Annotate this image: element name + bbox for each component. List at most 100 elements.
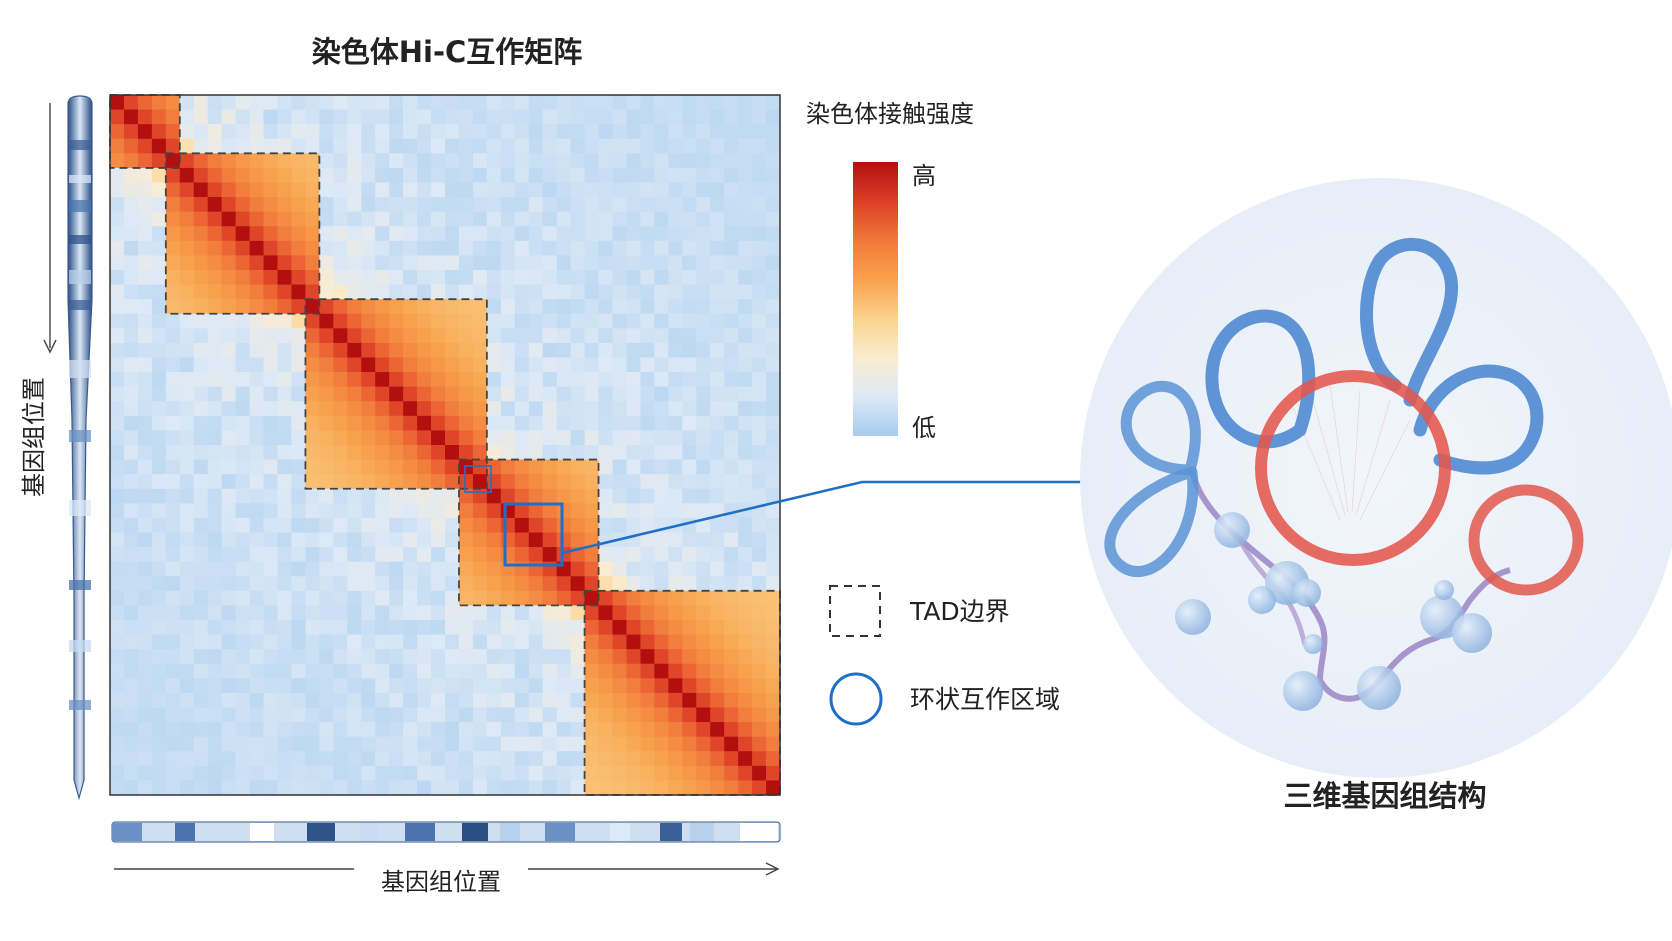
heatmap-cell bbox=[724, 401, 739, 417]
heatmap-cell bbox=[640, 167, 655, 184]
heatmap-cell bbox=[249, 386, 265, 402]
heatmap-cell bbox=[110, 197, 125, 213]
heatmap-cell bbox=[179, 342, 195, 359]
heatmap-cell bbox=[500, 124, 516, 140]
heatmap-cell bbox=[291, 167, 307, 184]
heatmap-cell bbox=[682, 342, 697, 359]
heatmap-cell bbox=[305, 430, 320, 446]
heatmap-cell bbox=[179, 255, 195, 271]
heatmap-cell bbox=[137, 561, 153, 577]
heatmap-cell bbox=[193, 561, 209, 577]
heatmap-cell bbox=[640, 284, 655, 300]
heatmap-cell bbox=[640, 605, 655, 621]
heatmap-cell bbox=[151, 299, 167, 315]
heatmap-cell bbox=[333, 736, 348, 752]
heatmap-cell bbox=[514, 678, 530, 694]
heatmap-cell bbox=[598, 211, 614, 227]
heatmap-cell bbox=[179, 576, 195, 592]
heatmap-cell bbox=[668, 663, 683, 679]
heatmap-cell bbox=[682, 284, 697, 300]
heatmap-cell bbox=[305, 765, 320, 782]
heatmap-cell bbox=[179, 124, 195, 140]
heatmap-cell bbox=[514, 547, 530, 563]
heatmap-cell bbox=[347, 357, 362, 373]
heatmap-cell bbox=[752, 576, 767, 592]
heatmap-cell bbox=[375, 226, 390, 242]
heatmap-cell bbox=[263, 328, 279, 344]
heatmap-cell bbox=[738, 226, 753, 242]
heatmap-cell bbox=[179, 240, 195, 257]
heatmap-cell bbox=[431, 459, 446, 475]
heatmap-cell bbox=[403, 649, 418, 665]
heatmap-cell bbox=[193, 765, 209, 782]
heatmap-cell bbox=[375, 532, 390, 548]
heatmap-cell bbox=[347, 736, 362, 752]
heatmap-cell bbox=[570, 401, 586, 417]
heatmap-cell bbox=[277, 474, 293, 490]
heatmap-cell bbox=[221, 517, 237, 534]
heatmap-cell bbox=[445, 109, 460, 125]
heatmap-cell bbox=[570, 722, 586, 738]
heatmap-cell bbox=[640, 459, 655, 475]
heatmap-cell bbox=[654, 342, 669, 359]
heatmap-cell bbox=[431, 663, 446, 679]
heatmap-cell bbox=[263, 722, 279, 738]
heatmap-cell bbox=[389, 284, 404, 300]
legend-tad-label: TAD边界 bbox=[909, 597, 1010, 626]
heatmap-cell bbox=[640, 663, 655, 679]
heatmap-cell bbox=[123, 357, 139, 373]
heatmap-cell bbox=[626, 138, 642, 154]
heatmap-cell bbox=[486, 284, 502, 300]
heatmap-cell bbox=[528, 620, 544, 636]
heatmap-cell bbox=[137, 415, 153, 432]
heatmap-cell bbox=[584, 211, 600, 227]
heatmap-cell bbox=[179, 736, 195, 752]
heatmap-cell bbox=[151, 386, 167, 402]
heatmap-cell bbox=[570, 663, 586, 679]
heatmap-cell bbox=[472, 138, 488, 154]
heatmap-cell bbox=[207, 649, 223, 665]
heatmap-cell bbox=[333, 561, 348, 577]
heatmap-cell bbox=[347, 284, 362, 300]
loop-red-small bbox=[1468, 484, 1584, 596]
heatmap-cell bbox=[612, 313, 628, 329]
heatmap-cell bbox=[305, 284, 320, 300]
heatmap-cell bbox=[221, 547, 237, 563]
heatmap-cell bbox=[123, 751, 139, 767]
heatmap-cell bbox=[598, 95, 614, 111]
heatmap-cell bbox=[375, 561, 390, 577]
heatmap-cell bbox=[654, 284, 669, 300]
heatmap-cell bbox=[263, 692, 279, 709]
heatmap-cell bbox=[165, 372, 181, 388]
heatmap-cell bbox=[347, 474, 362, 490]
heatmap-cell bbox=[207, 313, 223, 329]
heatmap-cell bbox=[110, 270, 125, 286]
heatmap-cell bbox=[458, 605, 474, 621]
heatmap-cell bbox=[389, 590, 404, 607]
heatmap-cell bbox=[752, 197, 767, 213]
heatmap-cell bbox=[291, 240, 307, 257]
ideogram-band bbox=[69, 360, 91, 378]
heatmap-cell bbox=[612, 430, 628, 446]
heatmap-cell bbox=[235, 649, 251, 665]
heatmap-cell bbox=[570, 459, 586, 475]
heatmap-cell bbox=[193, 95, 209, 111]
heatmap-cell bbox=[319, 722, 334, 738]
heatmap-cell bbox=[445, 197, 460, 213]
heatmap-cell bbox=[165, 517, 181, 534]
heatmap-cell bbox=[640, 517, 655, 534]
heatmap-cell bbox=[319, 620, 334, 636]
heatmap-cell bbox=[193, 605, 209, 621]
heatmap-cell bbox=[403, 547, 418, 563]
heatmap-cell bbox=[207, 576, 223, 592]
heatmap-cell bbox=[375, 95, 390, 111]
heatmap-cell bbox=[626, 255, 642, 271]
heatmap-cell bbox=[179, 197, 195, 213]
heatmap-cell bbox=[654, 722, 669, 738]
heatmap-cell bbox=[766, 532, 781, 548]
heatmap-cell bbox=[542, 226, 558, 242]
heatmap-cell bbox=[640, 124, 655, 140]
heatmap-cell bbox=[165, 605, 181, 621]
heatmap-cell bbox=[235, 663, 251, 679]
heatmap-cell bbox=[766, 255, 781, 271]
